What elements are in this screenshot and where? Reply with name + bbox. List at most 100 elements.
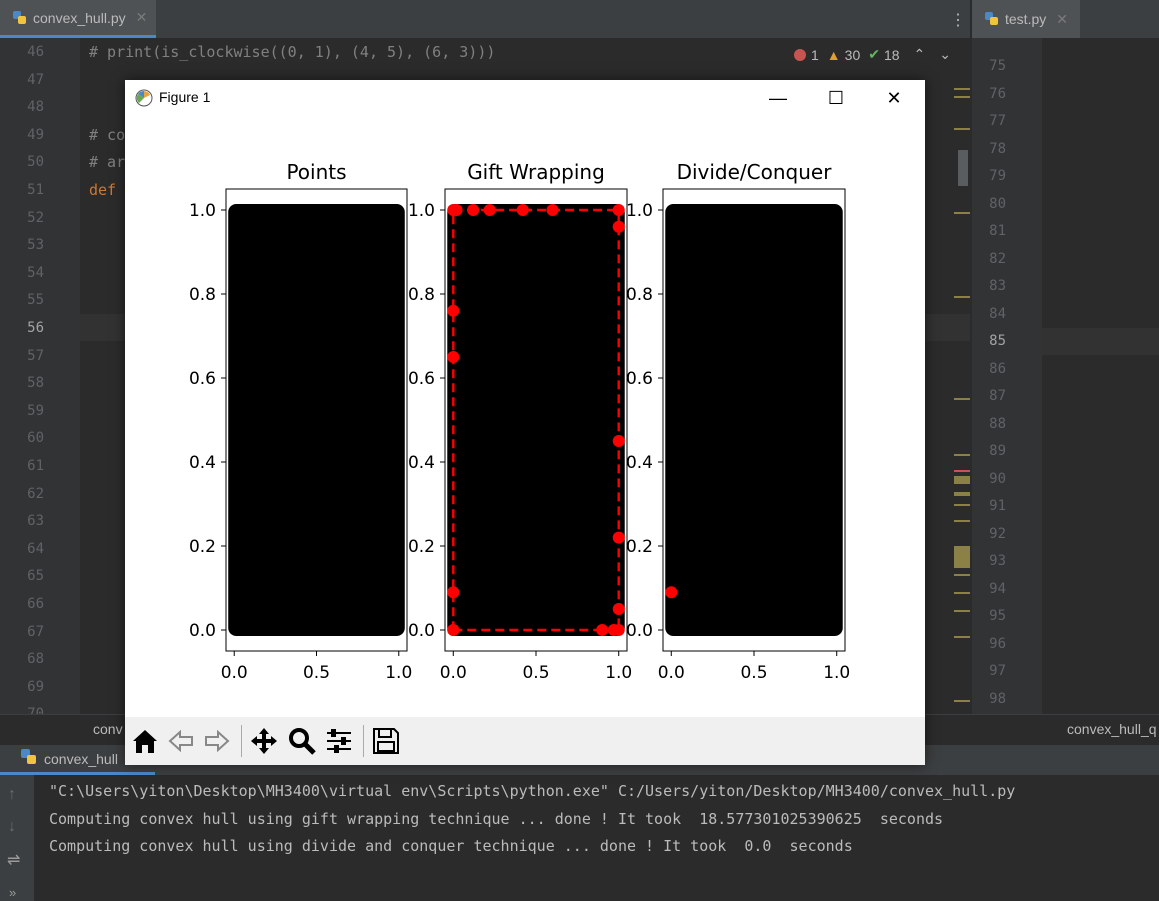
right-gutter <box>972 38 1042 714</box>
arrow-up-icon[interactable]: ↑ <box>8 786 16 803</box>
save-button[interactable] <box>368 723 404 759</box>
line-number[interactable]: 68 <box>27 651 44 668</box>
line-number[interactable]: 60 <box>27 430 44 447</box>
breadcrumb-right[interactable]: convex_hull_q <box>1067 721 1157 737</box>
line-number[interactable]: 51 <box>27 182 44 198</box>
line-number[interactable]: 59 <box>27 402 44 419</box>
line-number[interactable]: 65 <box>27 568 44 585</box>
y-tick-label: 1.0 <box>189 201 216 221</box>
console-line-1[interactable]: "C:\Users\yiton\Desktop\MH3400\virtual e… <box>49 782 1016 800</box>
line-number[interactable]: 80 <box>989 195 1006 212</box>
figure-canvas[interactable]: Points 0.0 0.5 1.0 0.0 0.2 0.4 0.6 0.8 1.0 Gift Wr… <box>125 120 925 715</box>
line-number[interactable]: 50 <box>27 154 44 171</box>
line-number[interactable]: 67 <box>27 623 44 640</box>
line-number[interactable]: 53 <box>27 237 44 254</box>
floppy-disk-icon <box>373 728 399 754</box>
line-number[interactable]: 63 <box>27 513 44 530</box>
subplot-title: Divide/Conquer <box>677 160 833 184</box>
more-icon[interactable]: » <box>9 885 17 900</box>
line-number[interactable]: 57 <box>27 347 44 364</box>
line-number[interactable]: 64 <box>27 540 44 557</box>
more-tabs-icon[interactable]: ⋮ <box>950 12 966 29</box>
maximize-button[interactable]: ☐ <box>827 87 845 108</box>
x-tick-label: 1.0 <box>385 663 412 683</box>
line-number[interactable]: 96 <box>989 635 1006 652</box>
forward-button[interactable] <box>199 723 235 759</box>
soft-wrap-icon[interactable]: ⇌ <box>7 852 21 869</box>
line-number[interactable]: 81 <box>989 223 1006 239</box>
line-number[interactable]: 77 <box>989 113 1006 129</box>
inspection-widget[interactable]: 1 ▲ 30 ✔ 18 ⌃ ⌄ <box>794 46 951 63</box>
line-number[interactable]: 58 <box>27 375 44 392</box>
line-number[interactable]: 98 <box>989 690 1006 707</box>
line-number[interactable]: 83 <box>989 278 1006 294</box>
error-stripe[interactable] <box>952 80 970 720</box>
back-button[interactable] <box>163 723 199 759</box>
line-number[interactable]: 93 <box>989 553 1006 569</box>
line-number[interactable]: 75 <box>989 58 1006 74</box>
pan-button[interactable] <box>246 723 282 759</box>
tab-test[interactable]: test.py ✕ <box>972 0 1080 38</box>
point-cloud <box>447 204 625 636</box>
line-number[interactable]: 82 <box>989 250 1006 267</box>
close-icon[interactable]: ✕ <box>135 9 148 25</box>
minimize-button[interactable]: — <box>769 87 787 108</box>
line-number[interactable]: 62 <box>27 485 44 502</box>
line-number[interactable]: 69 <box>27 678 44 695</box>
line-number[interactable]: 85 <box>989 333 1006 349</box>
line-number[interactable]: 94 <box>989 580 1006 597</box>
line-number[interactable]: 95 <box>989 608 1006 624</box>
code-line-51[interactable]: def <box>89 181 117 199</box>
line-number[interactable]: 90 <box>989 470 1006 487</box>
weak-warning-count: 18 <box>883 46 900 63</box>
close-button[interactable]: ✕ <box>886 87 902 108</box>
code-line-49[interactable]: # co <box>89 126 126 144</box>
line-number[interactable]: 79 <box>989 168 1006 184</box>
figure-title: Figure 1 <box>159 89 211 105</box>
console-line-3[interactable]: Computing convex hull using divide and c… <box>49 837 853 855</box>
configure-subplots-button[interactable] <box>321 723 357 759</box>
run-tab[interactable]: convex_hull <box>0 745 155 775</box>
console-line-2[interactable]: Computing convex hull using gift wrappin… <box>49 810 944 828</box>
hull-point <box>612 435 625 447</box>
sliders-icon <box>327 729 351 753</box>
zoom-button[interactable] <box>284 723 320 759</box>
line-number[interactable]: 49 <box>27 126 44 143</box>
line-number[interactable]: 46 <box>27 44 44 60</box>
line-number[interactable]: 88 <box>989 415 1006 432</box>
arrow-down-icon[interactable]: ↓ <box>8 818 16 835</box>
hull-point <box>665 586 678 599</box>
line-number[interactable]: 47 <box>27 71 44 88</box>
line-number[interactable]: 92 <box>989 525 1006 542</box>
line-number[interactable]: 78 <box>989 140 1006 157</box>
line-number[interactable]: 48 <box>27 99 44 116</box>
line-number[interactable]: 89 <box>989 443 1006 459</box>
line-number[interactable]: 66 <box>27 596 44 612</box>
code-line-46[interactable]: # print(is_clockwise((0, 1), (4, 5), (6,… <box>89 43 496 61</box>
chevron-up-icon[interactable]: ⌃ <box>913 46 926 62</box>
y-tick-label: 0.8 <box>408 285 435 305</box>
line-number[interactable]: 97 <box>989 663 1006 679</box>
line-number[interactable]: 91 <box>989 498 1006 514</box>
line-number[interactable]: 55 <box>27 292 44 309</box>
line-number[interactable]: 84 <box>989 305 1006 322</box>
chevron-down-icon[interactable]: ⌄ <box>939 46 952 62</box>
code-line-50[interactable]: # ar <box>89 153 126 171</box>
hull-point <box>467 204 480 216</box>
line-number[interactable]: 61 <box>27 458 44 474</box>
tab-convex-hull[interactable]: convex_hull.py ✕ <box>0 0 156 38</box>
line-number[interactable]: 76 <box>989 85 1006 102</box>
home-button[interactable] <box>127 723 163 759</box>
line-number[interactable]: 54 <box>27 264 44 281</box>
x-tick-label: 0.5 <box>303 663 330 683</box>
hull-point <box>596 624 609 636</box>
close-icon[interactable]: ✕ <box>1056 10 1068 27</box>
line-number[interactable]: 52 <box>27 209 44 226</box>
hull-point <box>447 624 460 636</box>
line-number[interactable]: 56 <box>27 320 44 336</box>
breadcrumb-left[interactable]: conv <box>93 721 123 737</box>
y-tick-label: 1.0 <box>626 201 653 221</box>
line-number[interactable]: 87 <box>989 388 1006 404</box>
figure-window[interactable]: Figure 1 — ☐ ✕ Points 0.0 0.5 1.0 0.0 0.2 0.4 0… <box>125 80 925 765</box>
line-number[interactable]: 86 <box>989 360 1006 377</box>
